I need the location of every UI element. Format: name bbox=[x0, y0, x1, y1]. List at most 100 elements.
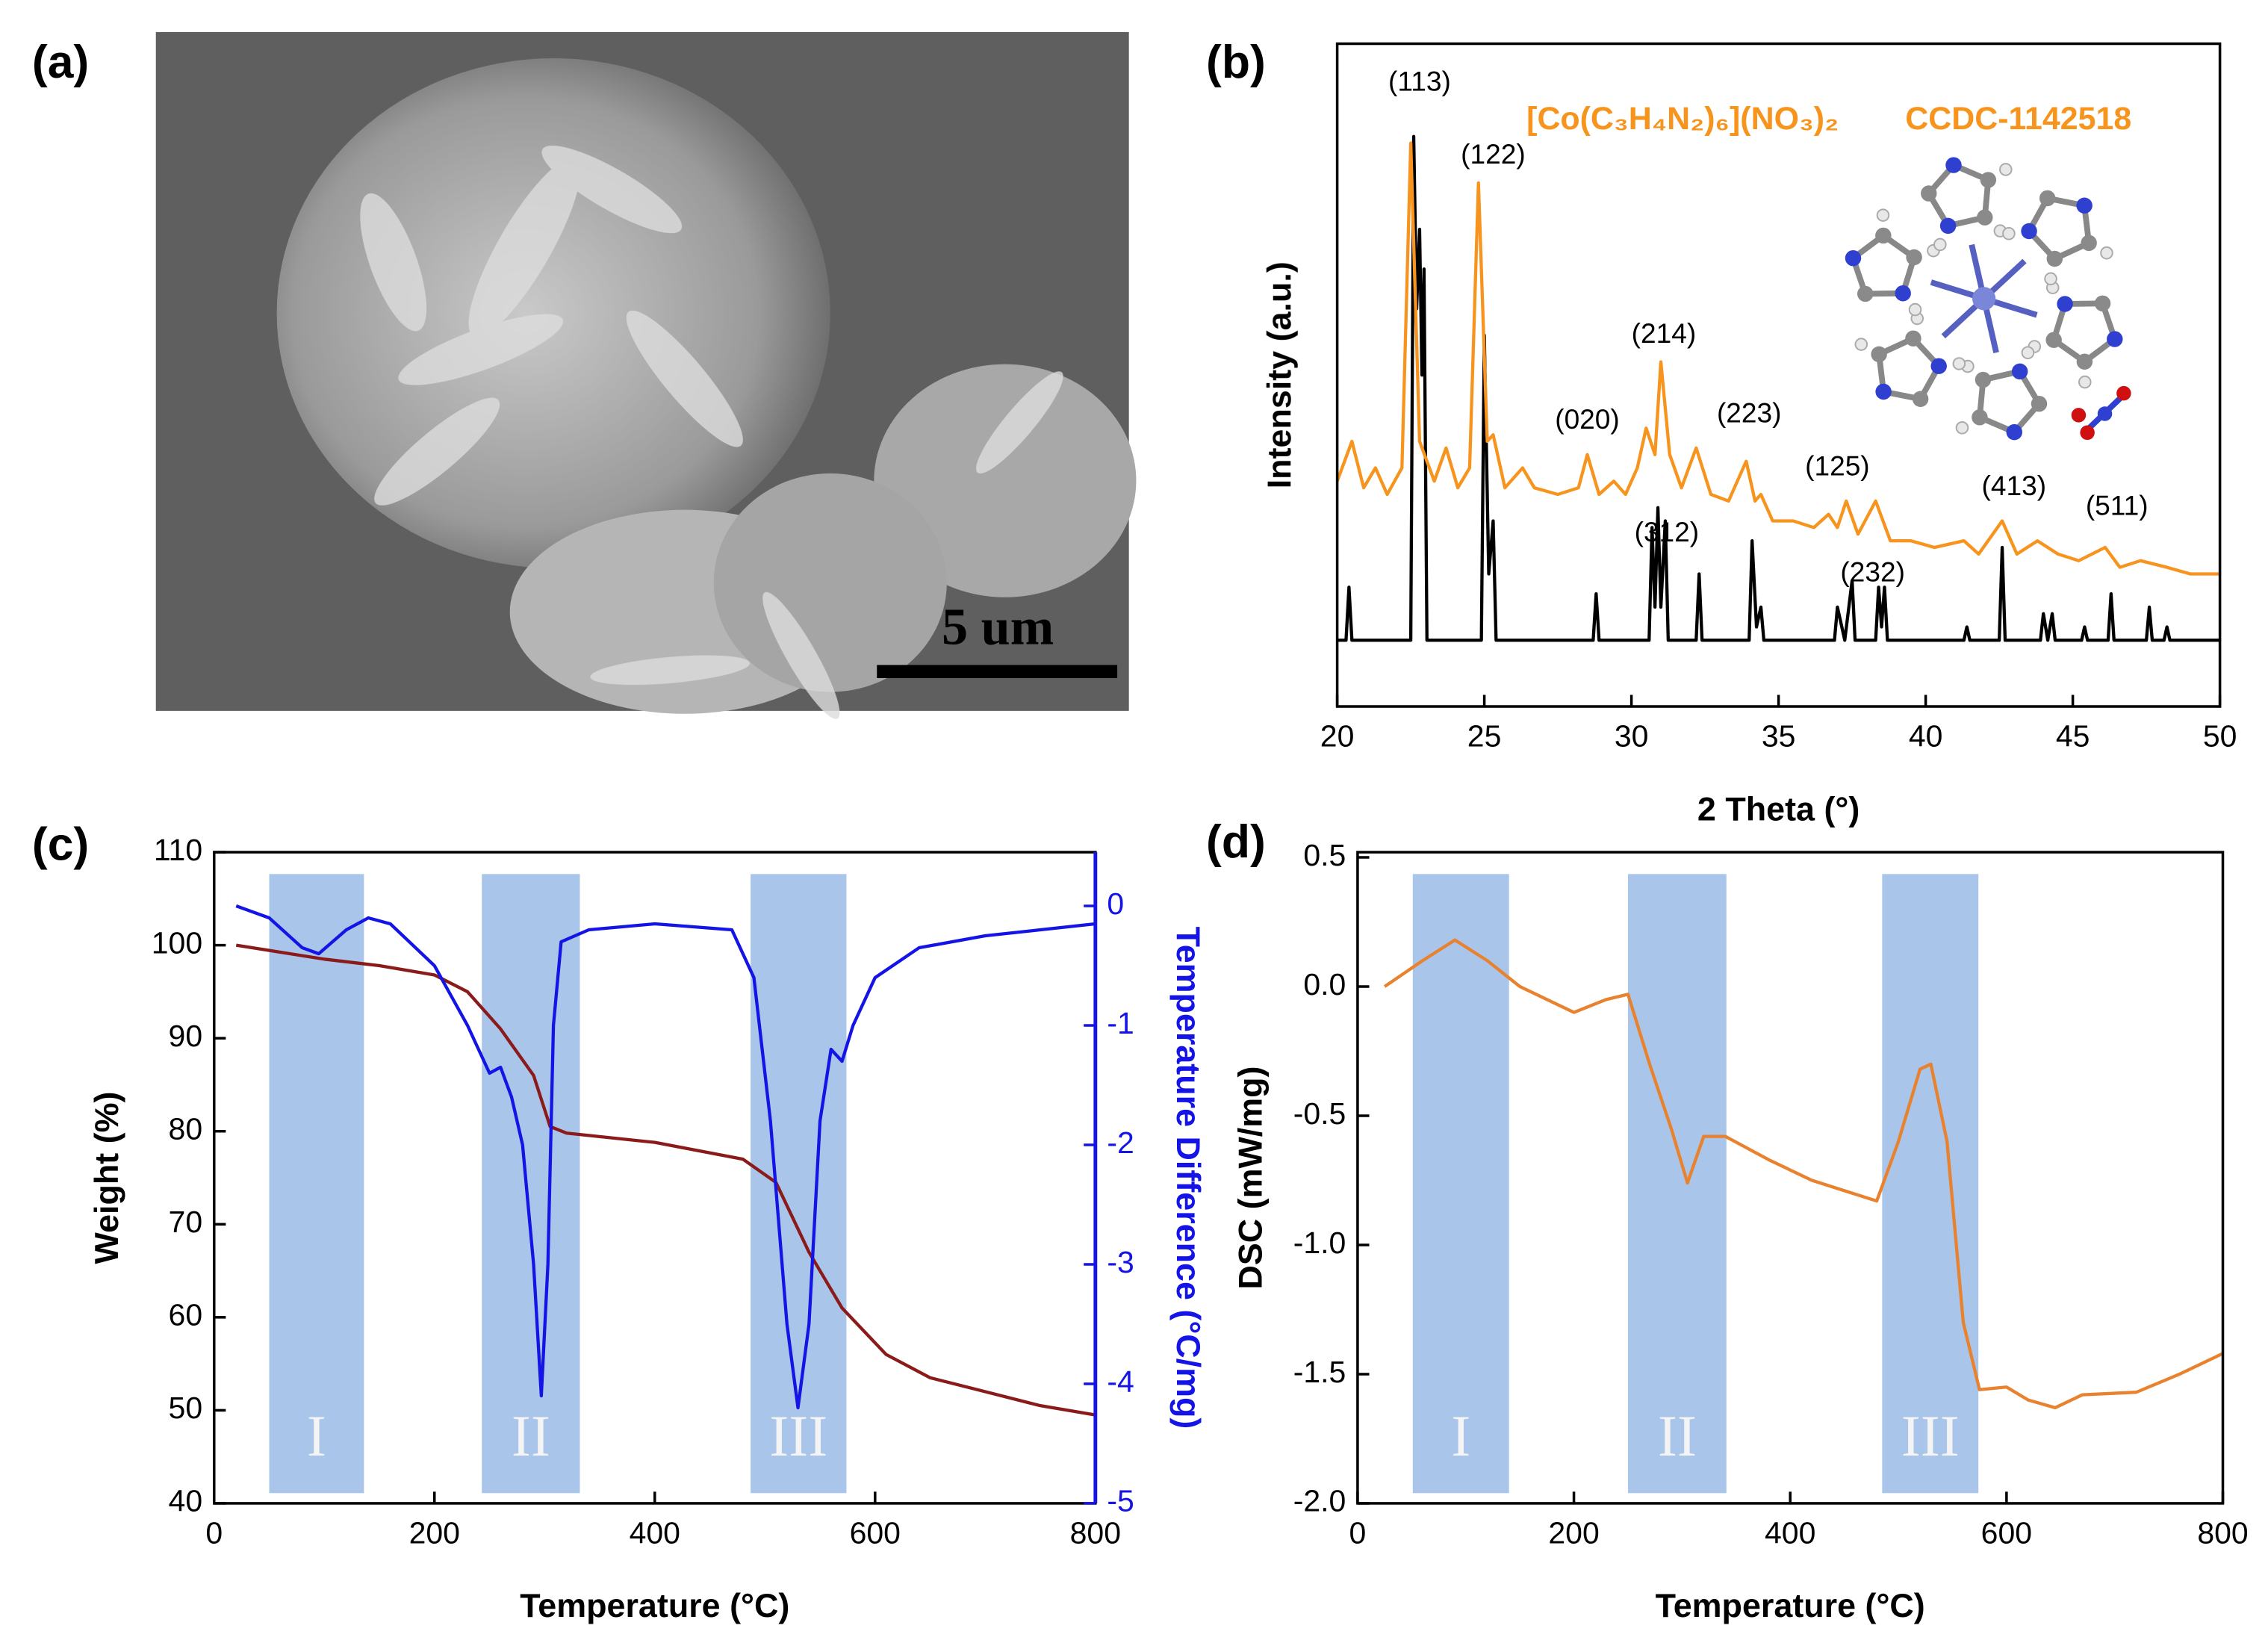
atom bbox=[1875, 227, 1892, 244]
ring bbox=[2050, 300, 2119, 366]
atom bbox=[1912, 391, 1929, 407]
atom bbox=[2078, 375, 2092, 389]
sem-image: 5 um bbox=[155, 31, 1137, 719]
y-tick-label: 80 bbox=[169, 1112, 203, 1146]
x-tick-label: 400 bbox=[630, 1516, 680, 1550]
x-tick-label: 200 bbox=[1548, 1516, 1599, 1550]
y2-tick-label: -3 bbox=[1107, 1245, 1134, 1279]
atom bbox=[1875, 383, 1892, 400]
atom bbox=[1921, 185, 1937, 202]
x-tick-label: 400 bbox=[1765, 1516, 1815, 1550]
y2-tick-label: -1 bbox=[1107, 1006, 1134, 1040]
atom bbox=[2031, 395, 2048, 412]
peak-label: (122) bbox=[1461, 138, 1525, 170]
atom bbox=[1857, 285, 1874, 302]
atom bbox=[1975, 371, 1992, 388]
y2-tick-label: 0 bbox=[1107, 886, 1124, 921]
region-band bbox=[1412, 874, 1509, 1494]
atom bbox=[2044, 272, 2057, 286]
atom bbox=[1945, 157, 1962, 173]
region-band bbox=[751, 874, 847, 1494]
atom bbox=[2094, 295, 2111, 312]
y-axis-label: Weight (%) bbox=[87, 1092, 125, 1264]
x-axis-label: Temperature (°C) bbox=[520, 1586, 789, 1624]
x-tick-label: 25 bbox=[1467, 719, 1502, 754]
atom bbox=[1906, 249, 1922, 266]
atom bbox=[1895, 285, 1911, 302]
peak-label: (511) bbox=[2086, 490, 2149, 521]
peak-label: (413) bbox=[1982, 470, 2047, 501]
x-tick-label: 800 bbox=[2197, 1516, 2248, 1550]
y-tick-label: 40 bbox=[169, 1484, 203, 1518]
x-tick-label: 50 bbox=[2203, 719, 2237, 754]
peak-label: (020) bbox=[1555, 403, 1620, 435]
x-tick-label: 800 bbox=[1070, 1516, 1121, 1550]
region-band bbox=[1627, 874, 1727, 1494]
atom bbox=[1972, 409, 1988, 426]
atom bbox=[2006, 423, 2023, 441]
region-label: I bbox=[307, 1403, 326, 1468]
y-tick-label: -1.5 bbox=[1293, 1355, 1346, 1389]
peak-label: (312) bbox=[1635, 516, 1700, 547]
series-line bbox=[1337, 134, 2220, 642]
series-line bbox=[1383, 938, 2224, 1410]
x-tick-label: 45 bbox=[2056, 719, 2090, 754]
scale-bar-label: 5 um bbox=[942, 598, 1054, 656]
region-label: II bbox=[1658, 1403, 1697, 1468]
x-tick-label: 600 bbox=[1981, 1516, 2032, 1550]
peak-label: (214) bbox=[1632, 317, 1697, 349]
region-label: I bbox=[1451, 1403, 1470, 1468]
atom bbox=[2002, 226, 2016, 240]
y2-tick-label: -4 bbox=[1107, 1364, 1134, 1399]
x-tick-label: 30 bbox=[1615, 719, 1649, 754]
x-tick-label: 600 bbox=[850, 1516, 901, 1550]
panel-label: (d) bbox=[1206, 816, 1266, 868]
molecule-inset bbox=[1845, 157, 2131, 441]
panel-label: (c) bbox=[32, 819, 89, 871]
series-line bbox=[235, 943, 1096, 1417]
atom bbox=[1933, 237, 1947, 252]
atom bbox=[1905, 330, 1921, 347]
atom bbox=[2057, 296, 2073, 312]
atom bbox=[2071, 408, 2087, 423]
atom bbox=[2046, 250, 2063, 267]
atom bbox=[2081, 235, 2097, 252]
atom bbox=[2021, 346, 2035, 360]
panel-label: (a) bbox=[32, 37, 89, 88]
atom bbox=[2076, 353, 2093, 370]
x-axis-label: Temperature (°C) bbox=[1656, 1586, 1925, 1624]
y-axis-label: DSC (mW/mg) bbox=[1231, 1066, 1269, 1289]
ring bbox=[1849, 232, 1918, 297]
peak-label: (223) bbox=[1717, 397, 1782, 428]
atom bbox=[1871, 346, 1887, 363]
x-tick-label: 20 bbox=[1320, 719, 1355, 754]
atom bbox=[2011, 363, 2028, 380]
peak-label: (232) bbox=[1840, 556, 1905, 587]
peak-label: (125) bbox=[1805, 450, 1870, 481]
atom bbox=[1955, 420, 1969, 435]
y-tick-label: 0.5 bbox=[1303, 838, 1346, 872]
peak-label: (113) bbox=[1388, 66, 1451, 97]
y-tick-label: 70 bbox=[169, 1205, 203, 1239]
atom bbox=[1972, 287, 1996, 311]
atom bbox=[1939, 217, 1957, 235]
x-axis-label: 2 Theta (°) bbox=[1697, 789, 1860, 827]
atom bbox=[2100, 246, 2113, 260]
y-axis-label: Intensity (a.u.) bbox=[1260, 261, 1298, 488]
y-tick-label: 90 bbox=[169, 1019, 203, 1053]
atom bbox=[2039, 190, 2056, 207]
atom bbox=[1876, 208, 1890, 222]
atom bbox=[2021, 223, 2037, 240]
atom bbox=[1952, 357, 1966, 370]
atom bbox=[1977, 209, 1993, 226]
y2-tick-label: -5 bbox=[1107, 1484, 1134, 1518]
atom bbox=[2097, 406, 2113, 421]
series-line bbox=[1335, 141, 2220, 576]
atom bbox=[1999, 163, 2013, 176]
atom bbox=[2076, 197, 2093, 214]
atom bbox=[1908, 302, 1922, 317]
atom bbox=[1845, 249, 1862, 267]
legend-label: [Co(C₃H₄N₂)₆](NO₃)₂ bbox=[1526, 101, 1839, 137]
region-label: III bbox=[769, 1403, 827, 1468]
